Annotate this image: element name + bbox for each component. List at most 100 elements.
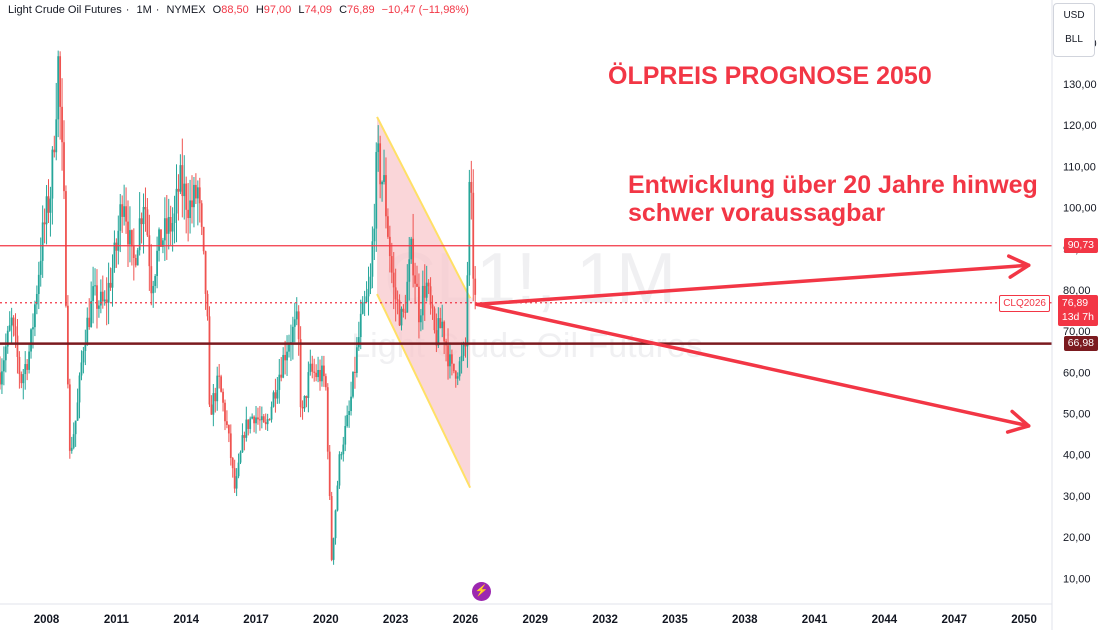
candle-body	[474, 278, 477, 295]
candle-body	[55, 119, 58, 153]
candle-body	[414, 275, 416, 284]
candle-body	[183, 183, 186, 197]
candle-body	[8, 325, 11, 331]
candle-body	[286, 351, 288, 361]
exchange-label: NYMEX	[166, 4, 206, 16]
x-tick-label: 2029	[523, 614, 549, 626]
candle-body	[72, 434, 75, 448]
arrow-down[interactable]	[475, 302, 1031, 434]
candle-body	[160, 229, 162, 247]
candle-body	[373, 228, 376, 242]
candle-body	[427, 282, 430, 287]
candle-body	[359, 313, 362, 338]
candle-body	[233, 468, 236, 489]
countdown: 13d 7h	[1061, 310, 1094, 323]
candle-body	[375, 151, 378, 229]
candle-body	[363, 302, 366, 304]
candle-body	[193, 184, 195, 208]
candle-body	[334, 510, 337, 539]
arrow-shaft	[475, 263, 1031, 307]
candle-body	[266, 419, 269, 425]
interval-label[interactable]: 1M	[136, 4, 152, 16]
x-tick-label: 2014	[173, 614, 199, 626]
x-tick-label: 2035	[662, 614, 688, 626]
price-tag-lower-level[interactable]: 66,98	[1063, 335, 1098, 351]
candle-body	[2, 360, 5, 372]
candle-body	[218, 375, 221, 377]
candle-body	[396, 299, 399, 301]
candle-body	[76, 402, 79, 421]
candle-body	[80, 362, 83, 376]
arrow-up[interactable]	[475, 254, 1031, 307]
candle-body	[154, 276, 157, 286]
symbol-name[interactable]: Light Crude Oil Futures	[8, 4, 122, 16]
candle-body	[1, 371, 3, 385]
candle-body	[293, 319, 296, 327]
lightning-icon[interactable]: ⚡	[472, 582, 491, 601]
forecast-subtitle: Entwicklung über 20 Jahre hinweg schwer …	[628, 171, 1038, 227]
candle-body	[264, 422, 267, 425]
forecast-arrows[interactable]	[475, 254, 1031, 434]
candle-body	[103, 299, 106, 302]
x-tick-label: 2050	[1011, 614, 1037, 626]
candle-body	[319, 369, 321, 382]
candle-body	[129, 230, 131, 245]
candle-body	[472, 192, 475, 279]
candle-body	[357, 337, 360, 348]
candle-body	[208, 316, 211, 405]
candle-body	[101, 291, 104, 302]
high-label: H	[255, 4, 264, 16]
price-tag-upper-level[interactable]: 90,73	[1063, 237, 1098, 253]
candle-body	[53, 149, 56, 153]
candle-body	[344, 425, 347, 445]
candle-body	[134, 258, 137, 266]
horizontal-levels[interactable]	[0, 245, 1052, 345]
candle-body	[20, 374, 23, 384]
candle-body	[105, 299, 108, 303]
wedge-upper-edge[interactable]	[376, 116, 472, 299]
candle-body	[439, 318, 442, 329]
candle-body	[400, 308, 403, 326]
scale-bll[interactable]: BLL	[1065, 34, 1083, 45]
x-tick-label: 2008	[34, 614, 60, 626]
change-value: −10,47 (−11,98%)	[381, 4, 469, 16]
candle-body	[324, 376, 327, 388]
candle-body	[136, 250, 139, 266]
candle-body	[245, 419, 248, 438]
close-value: 76,89	[347, 4, 375, 16]
candle-body	[326, 387, 329, 452]
candle-body	[18, 356, 21, 375]
candle-body	[390, 256, 393, 273]
candlestick-series	[0, 50, 477, 565]
candle-body	[63, 142, 65, 192]
candle-body	[309, 363, 312, 373]
candle-body	[191, 200, 193, 208]
candle-body	[258, 419, 261, 421]
candle-body	[385, 175, 387, 217]
candle-body	[123, 206, 126, 217]
candle-body	[257, 417, 259, 420]
currency-selector[interactable]: USD BLL	[1053, 3, 1095, 57]
candle-body	[460, 355, 463, 362]
candle-body	[107, 282, 110, 303]
candle-body	[115, 242, 118, 251]
candle-body	[239, 452, 242, 463]
candle-body	[171, 223, 174, 232]
candle-body	[152, 285, 155, 294]
wedge-lower-edge[interactable]	[376, 293, 472, 489]
candle-body	[65, 191, 67, 306]
candle-body	[274, 392, 277, 399]
candle-body	[14, 326, 17, 336]
contract-tag[interactable]: CLQ2026	[999, 294, 1050, 312]
candle-body	[130, 230, 133, 247]
candle-body	[41, 222, 44, 261]
candle-body	[88, 317, 91, 327]
candle-body	[224, 402, 226, 422]
price-tag-last[interactable]: 76,89 13d 7h	[1057, 294, 1098, 326]
currency-usd[interactable]: USD	[1063, 10, 1085, 21]
candle-body	[150, 266, 153, 294]
x-tick-label: 2026	[453, 614, 479, 626]
candle-body	[418, 286, 420, 323]
candle-body	[270, 406, 273, 420]
